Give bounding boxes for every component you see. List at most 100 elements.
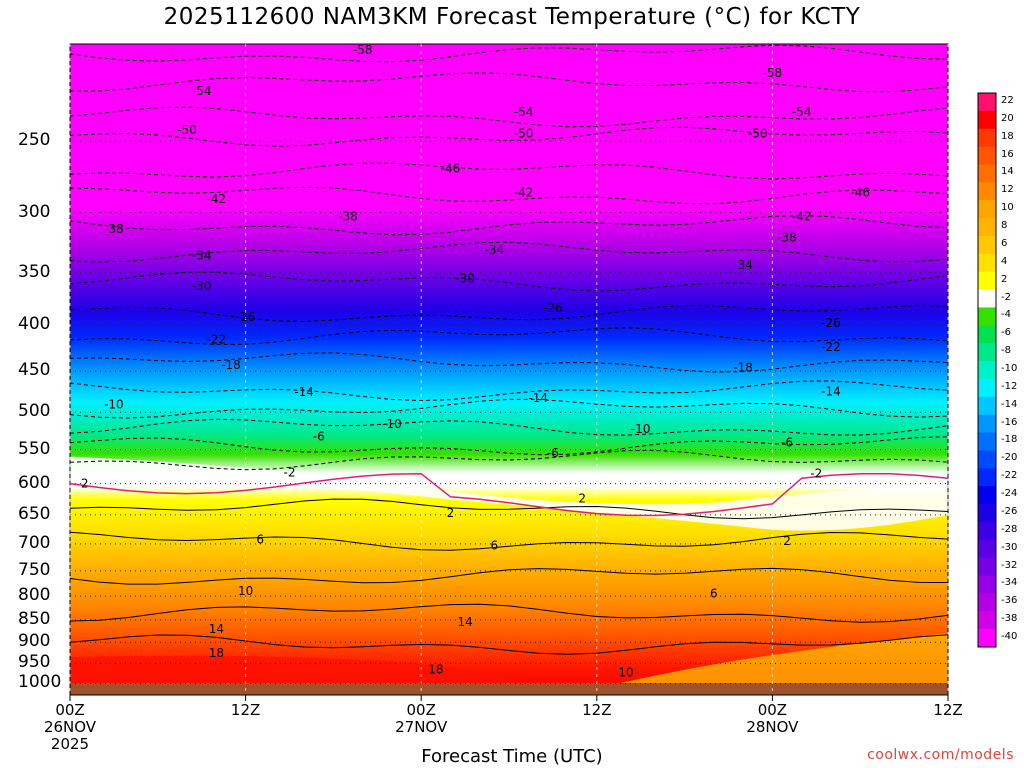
x-tick-label: 00Z 28NOV (727, 702, 817, 736)
temperature-field (70, 44, 948, 695)
y-tick-label: 500 (18, 401, 51, 422)
contour-label: -18 (221, 358, 241, 372)
x-tick-label-line: 28NOV (746, 718, 799, 736)
colorbar-label: 6 (1001, 237, 1008, 249)
contour-label: -38 (777, 231, 797, 245)
x-tick-label-line: 12Z (933, 701, 963, 719)
y-tick-label: 550 (18, 438, 51, 459)
x-tick-label-line: 12Z (582, 701, 612, 719)
x-tick-label: 12Z (201, 702, 291, 719)
contour-label: -50 (177, 123, 197, 137)
contour-label: -26 (236, 310, 256, 324)
contour-label: 2 (81, 477, 89, 491)
colorbar-segment (978, 575, 996, 594)
colorbar-segment (978, 611, 996, 630)
y-tick-label: 350 (18, 261, 51, 282)
contour-label: 2 (447, 506, 455, 520)
contour-line-positive (69, 498, 949, 520)
colorbar-label: -40 (1001, 631, 1018, 643)
y-tick-label: 400 (18, 314, 51, 335)
contour-label: -34 (733, 258, 753, 272)
colorbar-segment (978, 128, 996, 148)
y-tick-label: 600 (18, 472, 51, 493)
contour-label: -38 (104, 222, 124, 236)
colorbar-segment (978, 200, 996, 219)
contour-label: -58 (353, 43, 373, 57)
colorbar-segment (978, 271, 996, 291)
near-freezing-band (70, 456, 948, 531)
colorbar-segment (978, 414, 996, 434)
contour-label: -26 (543, 301, 563, 315)
plot-frame (69, 43, 949, 696)
contour-label: 18 (209, 646, 224, 660)
colorbar-label: 16 (1001, 148, 1014, 160)
colorbar-label: -18 (1001, 434, 1018, 446)
colorbar-label: -12 (1001, 380, 1018, 392)
contour-label: -54 (792, 105, 812, 119)
colorbar-label: -14 (1001, 398, 1018, 410)
colorbar-segment (978, 396, 996, 416)
contour-label: 2 (578, 491, 586, 505)
y-tick-label: 650 (18, 503, 51, 524)
colorbar-segment (978, 253, 996, 273)
contour-label: 2 (783, 534, 791, 548)
contour-label: -2 (284, 465, 296, 479)
colorbar-segment (978, 432, 996, 451)
x-tick-label: 12Z (552, 702, 642, 719)
colorbar-label: 10 (1001, 202, 1014, 214)
colorbar-label: -36 (1001, 595, 1018, 607)
colorbar-label: 4 (1001, 255, 1008, 267)
colorbar-segment (978, 450, 996, 469)
colorbar-segment (978, 307, 996, 326)
colorbar-segment (978, 325, 996, 344)
contour-label: -46 (441, 161, 461, 175)
y-tick-label: 300 (18, 201, 51, 222)
x-tick-label-line: 26NOV (43, 718, 97, 736)
colorbar-label: -22 (1001, 470, 1018, 482)
source-credit[interactable]: coolwx.com/models (867, 747, 1014, 763)
x-tick-label-line: 00Z (757, 701, 788, 719)
colorbar-label: -20 (1001, 452, 1018, 464)
contour-label: -10 (104, 397, 124, 411)
y-tick-label: 250 (18, 130, 51, 151)
contour-lines (69, 44, 949, 655)
colorbar-label: -4 (1001, 309, 1011, 321)
contour-label: 10 (238, 584, 253, 598)
contour-label: -30 (192, 279, 212, 293)
colorbar-segment (978, 289, 996, 308)
colorbar-label: -28 (1001, 523, 1018, 535)
colorbar-frame (977, 92, 997, 648)
contour-label: -26 (821, 316, 841, 330)
plot-area (69, 43, 949, 696)
colorbar-segment (978, 218, 996, 237)
contour-label: -42 (792, 209, 812, 223)
contour-label: -50 (748, 126, 768, 140)
contour-label: -14 (294, 385, 314, 399)
colorbar-label: -34 (1001, 577, 1018, 589)
colorbar-segment (978, 486, 996, 505)
colorbar-label: -24 (1001, 488, 1018, 500)
colorbar-label: -2 (1001, 291, 1011, 303)
x-tick-label: 12Z (903, 702, 993, 719)
colorbar-label: -26 (1001, 505, 1018, 517)
contour-label: -34 (485, 243, 505, 257)
colorbar-segment (978, 110, 996, 130)
chart-title: 2025112600 NAM3KM Forecast Temperature (… (163, 4, 861, 30)
colorbar-label: -6 (1001, 327, 1011, 339)
contour-line-positive (69, 603, 949, 623)
contour-label: -42 (207, 192, 227, 206)
contour-label: -10 (631, 422, 651, 436)
gridlines (69, 44, 949, 701)
contour-label: -6 (547, 446, 559, 460)
contour-label: 6 (256, 532, 264, 546)
contour-label: 6 (710, 587, 718, 601)
y-tick-label: 850 (18, 608, 51, 629)
contour-label: -2 (810, 467, 822, 481)
contour-label: -30 (455, 271, 475, 285)
colorbar-label: -10 (1001, 363, 1018, 374)
contour-label: 6 (491, 539, 499, 553)
y-tick-label: 700 (18, 532, 51, 553)
y-tick-label: 800 (18, 585, 51, 606)
contour-label: -50 (514, 126, 534, 140)
